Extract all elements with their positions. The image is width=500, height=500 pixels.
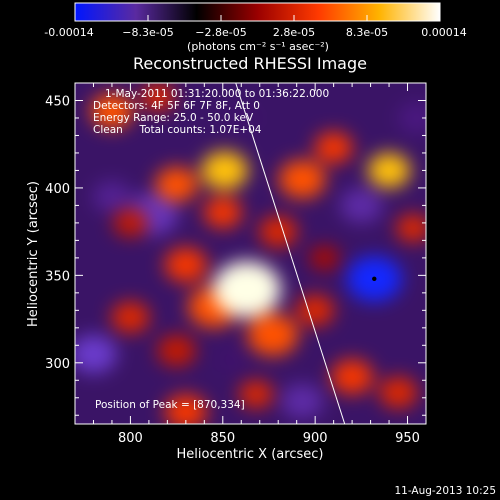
x-tick-label: 850 xyxy=(210,431,235,446)
colorbar xyxy=(74,2,441,22)
heatmap xyxy=(75,83,426,424)
positive-blob xyxy=(309,245,340,271)
positive-blob xyxy=(141,83,176,112)
y-axis-label: Heliocentric Y (arcsec) xyxy=(26,181,41,327)
positive-blob xyxy=(379,376,418,409)
positive-blob xyxy=(259,215,298,248)
positive-blob xyxy=(330,359,374,395)
positive-blob xyxy=(314,131,353,164)
positive-blob xyxy=(201,151,249,190)
negative-blob xyxy=(340,187,383,223)
positive-blob xyxy=(111,301,150,334)
footer-date: 11-Aug-2013 10:25 xyxy=(394,485,496,497)
positive-blob xyxy=(164,247,208,283)
colorbar-tick-label: −2.8e-05 xyxy=(195,26,246,39)
time-range-annotation: 1-May-2011 01:31:20.000 to 01:36:22.000 xyxy=(105,88,329,100)
colorbar-tick-label: 8.3e-05 xyxy=(346,26,388,39)
colorbar-tick-label: 2.8e-05 xyxy=(273,26,315,39)
y-tick-label: 350 xyxy=(45,269,70,284)
negative-blob xyxy=(215,345,250,374)
energy-annotation: Energy Range: 25.0 - 50.0 keV xyxy=(93,112,254,124)
positive-blob xyxy=(247,313,299,356)
positive-blob xyxy=(90,93,134,129)
x-tick-label: 900 xyxy=(303,431,328,446)
negative-blob xyxy=(75,334,117,374)
detectors-annotation: Detectors: 4F 5F 6F 7F 8F, Att 0 xyxy=(93,100,260,112)
positive-blob xyxy=(155,166,198,202)
y-tick-label: 450 xyxy=(45,94,70,109)
colorbar-tick-label: −8.3e-05 xyxy=(122,26,173,39)
positive-blob xyxy=(157,334,196,367)
y-tick-label: 300 xyxy=(45,357,70,372)
annotations: 1-May-2011 01:31:20.000 to 01:36:22.000 … xyxy=(93,88,329,411)
positive-blob xyxy=(113,208,148,237)
negative-blob xyxy=(280,383,324,419)
x-axis: 800 850 900 950 xyxy=(92,83,420,446)
positive-blob xyxy=(203,196,242,229)
x-axis-label: Heliocentric X (arcsec) xyxy=(177,447,324,462)
positive-blob xyxy=(396,214,426,243)
colorbar-ticks: -0.00014 −8.3e-05 −2.8e-05 2.8e-05 8.3e-05 0.… xyxy=(44,15,467,39)
positive-blob xyxy=(212,261,281,318)
colorbar-tick-label: -0.00014 xyxy=(44,26,93,39)
colorbar-unit-label: (photons cm⁻² s⁻¹ asec⁻²) xyxy=(187,40,329,53)
y-tick-label: 400 xyxy=(45,182,70,197)
x-tick-label: 950 xyxy=(395,431,420,446)
positive-blob xyxy=(164,394,208,424)
negative-blob xyxy=(224,103,259,133)
limb-line-group xyxy=(235,83,346,424)
x-tick-label: 800 xyxy=(118,431,143,446)
peak-marker xyxy=(372,276,377,282)
negative-blob xyxy=(92,180,132,213)
positive-blob xyxy=(239,380,274,409)
positive-blob xyxy=(278,159,326,199)
y-axis: 300 350 400 450 xyxy=(45,82,426,416)
solar-limb-line xyxy=(235,83,346,424)
clean-annotation: Clean Total counts: 1.07E+04 xyxy=(93,124,262,136)
colorbar-tick-label: 0.00014 xyxy=(421,26,467,39)
positive-blob xyxy=(367,152,411,188)
chart-title: Reconstructed RHESSI Image xyxy=(133,54,367,73)
plot-frame xyxy=(74,82,427,425)
peak-annotation: Position of Peak = [870,334] xyxy=(95,399,245,411)
positive-blob xyxy=(296,294,335,327)
negative-blob xyxy=(397,102,426,134)
